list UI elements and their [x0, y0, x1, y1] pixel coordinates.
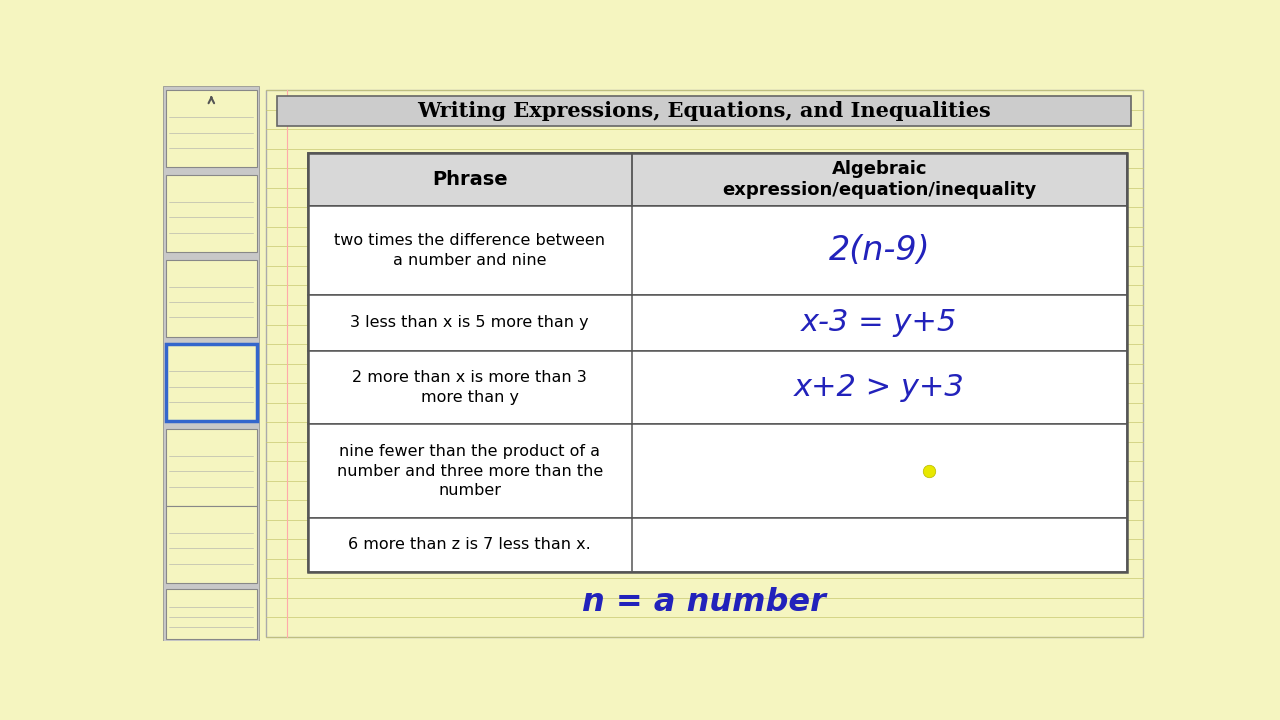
Text: n = a number: n = a number: [582, 587, 826, 618]
Text: 2(n-9): 2(n-9): [828, 234, 931, 267]
Text: Writing Expressions, Equations, and Inequalities: Writing Expressions, Equations, and Ineq…: [417, 101, 991, 121]
Text: Phrase: Phrase: [431, 170, 508, 189]
Bar: [308, 153, 1128, 572]
Bar: [266, 90, 1143, 637]
Text: two times the difference between
a number and nine: two times the difference between a numbe…: [334, 233, 605, 268]
Bar: [165, 429, 257, 506]
Bar: [165, 175, 257, 252]
Text: Algebraic
expression/equation/inequality: Algebraic expression/equation/inequality: [722, 160, 1037, 199]
Text: 3 less than x is 5 more than y: 3 less than x is 5 more than y: [351, 315, 589, 330]
Bar: [308, 518, 1128, 572]
Bar: [165, 90, 257, 167]
Text: nine fewer than the product of a
number and three more than the
number: nine fewer than the product of a number …: [337, 444, 603, 498]
Bar: [165, 506, 257, 583]
Bar: [278, 96, 1132, 127]
Text: x-3 = y+5: x-3 = y+5: [801, 308, 957, 338]
Bar: [308, 295, 1128, 351]
Bar: [308, 206, 1128, 295]
Bar: [165, 344, 257, 421]
Bar: [164, 86, 260, 641]
Bar: [308, 424, 1128, 518]
Text: 6 more than z is 7 less than x.: 6 more than z is 7 less than x.: [348, 537, 591, 552]
Bar: [308, 351, 1128, 424]
Bar: [308, 153, 1128, 206]
Text: 2 more than x is more than 3
more than y: 2 more than x is more than 3 more than y: [352, 370, 588, 405]
Bar: [165, 260, 257, 337]
Bar: [165, 589, 257, 639]
Text: x+2 > y+3: x+2 > y+3: [794, 373, 965, 402]
